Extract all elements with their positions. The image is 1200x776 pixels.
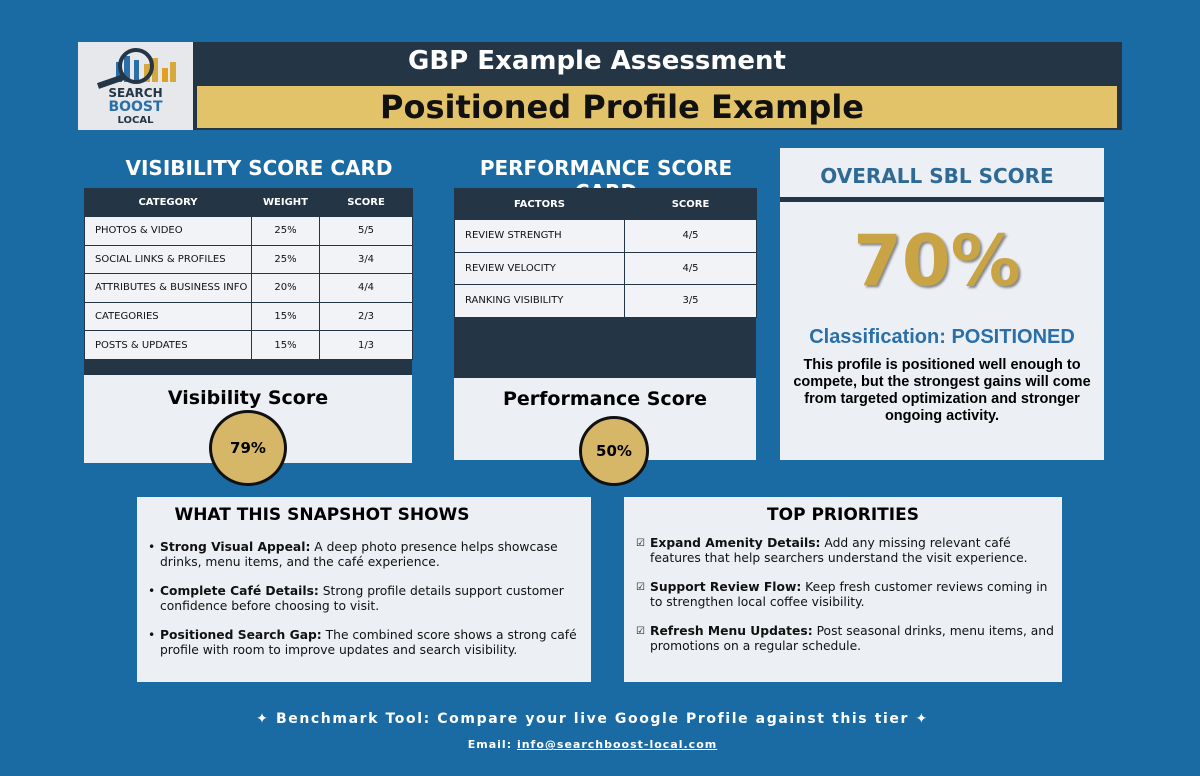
- cell: 20%: [251, 273, 320, 303]
- cell: RANKING VISIBILITY: [454, 284, 625, 318]
- item-lead: Strong Visual Appeal:: [160, 540, 311, 554]
- item-text: Post seasonal drinks, menu items, and pr…: [650, 624, 1054, 653]
- row: REVIEW VELOCITY 4/5: [454, 251, 757, 286]
- item-lead: Expand Amenity Details:: [650, 536, 821, 550]
- priorities-list: ☑ Expand Amenity Details: Add any missing…: [636, 536, 1056, 668]
- logo: SEARCH BOOST LOCAL: [78, 42, 193, 130]
- item-lead: Support Review Flow:: [650, 580, 802, 594]
- cell: CATEGORIES: [84, 301, 252, 332]
- cell: ATTRIBUTES & BUSINESS INFO: [84, 273, 252, 303]
- cell: PHOTOS & VIDEO: [84, 216, 252, 246]
- cell: 3/4: [319, 244, 413, 275]
- snapshot-box: WHAT THIS SNAPSHOT SHOWS • Strong Visual …: [137, 497, 591, 682]
- cell: 15%: [251, 330, 320, 360]
- item-text: The combined score shows a strong café p…: [160, 628, 577, 657]
- priorities-box: TOP PRIORITIES ☑ Expand Amenity Details: …: [624, 497, 1062, 682]
- score-circle: 79%: [209, 410, 287, 486]
- column-header: WEIGHT: [251, 188, 320, 217]
- header-title: GBP Example Assessment: [408, 46, 786, 76]
- checkbox-icon: ☑: [636, 538, 645, 549]
- row: ATTRIBUTES & BUSINESS INFO 20% 4/4: [84, 273, 413, 303]
- list-item: ☑ Expand Amenity Details: Add any missing…: [636, 536, 1056, 566]
- row: CATEGORIES 15% 2/3: [84, 301, 413, 332]
- column-header: FACTORS: [454, 188, 625, 220]
- email-link[interactable]: info@searchboost-local.com: [516, 738, 718, 751]
- bullet: •: [148, 584, 156, 598]
- list-item: • Strong Visual Appeal: A deep photo pres…: [148, 540, 580, 570]
- bullet: •: [148, 540, 156, 554]
- list-item: • Positioned Search Gap: The combined sco…: [148, 628, 580, 658]
- cell: REVIEW STRENGTH: [454, 219, 625, 253]
- cell: 4/5: [624, 219, 757, 253]
- cell: 5/5: [319, 216, 413, 246]
- subtitle-bar: Positioned Profile Example: [197, 86, 1117, 128]
- cell: 2/3: [319, 301, 413, 332]
- cell: 4/4: [319, 273, 413, 303]
- overall-score: 70%: [853, 220, 1021, 302]
- classification: Classification: POSITIONED: [809, 326, 1075, 348]
- cell: 25%: [251, 216, 320, 246]
- email-line: Email: info@searchboost-local.com: [0, 738, 1185, 751]
- cell: 25%: [251, 244, 320, 275]
- header-row: FACTORS SCORE: [454, 188, 757, 220]
- visibility-table: CATEGORY WEIGHT SCORE PHOTOS & VIDEO 25% 5/5 S…: [84, 188, 413, 360]
- list-item: ☑ Refresh Menu Updates: Post seasonal dri…: [636, 624, 1056, 654]
- overall-heading: OVERALL SBL SCORE: [820, 164, 1054, 188]
- row: PHOTOS & VIDEO 25% 5/5: [84, 216, 413, 246]
- cell: POSTS & UPDATES: [84, 330, 252, 360]
- item-text: Add any missing relevant café features t…: [650, 536, 1028, 565]
- row: SOCIAL LINKS & PROFILES 25% 3/4: [84, 244, 413, 275]
- column-header: SCORE: [319, 188, 413, 217]
- cell: 3/5: [624, 284, 757, 318]
- logo-icon: [97, 48, 176, 89]
- cell: 1/3: [319, 330, 413, 360]
- item-text: Keep fresh customer reviews coming in to…: [650, 580, 1048, 609]
- item-lead: Complete Café Details:: [160, 584, 319, 598]
- score-label: Visibility Score: [167, 387, 329, 409]
- list-item: • Complete Café Details: Strong profile d…: [148, 584, 580, 614]
- column-header: CATEGORY: [84, 188, 252, 217]
- row: REVIEW STRENGTH 4/5: [454, 219, 757, 253]
- header-row: CATEGORY WEIGHT SCORE: [84, 188, 413, 217]
- box-heading: WHAT THIS SNAPSHOT SHOWS: [174, 505, 470, 525]
- snapshot-list: • Strong Visual Appeal: A deep photo pres…: [148, 540, 580, 672]
- score-circle: 50%: [579, 416, 649, 486]
- item-lead: Positioned Search Gap:: [160, 628, 322, 642]
- score-label: Performance Score: [502, 388, 708, 410]
- cell: SOCIAL LINKS & PROFILES: [84, 244, 252, 275]
- logo-text: BOOST: [108, 99, 163, 115]
- logo-text: SEARCH: [108, 86, 163, 100]
- box-heading: TOP PRIORITIES: [767, 505, 919, 525]
- email-label: Email:: [467, 738, 513, 751]
- item-text: Strong profile details support customer …: [160, 584, 564, 613]
- checkbox-icon: ☑: [636, 582, 645, 593]
- logo-text: LOCAL: [117, 115, 154, 126]
- divider: [780, 197, 1104, 202]
- list-item: ☑ Support Review Flow: Keep fresh custome…: [636, 580, 1056, 610]
- header-subtitle: Positioned Profile Example: [380, 88, 864, 126]
- performance-table: FACTORS SCORE REVIEW STRENGTH 4/5 REVIEW VEL…: [454, 188, 757, 318]
- cell: 15%: [251, 301, 320, 332]
- section-heading: VISIBILITY SCORE CARD: [125, 156, 393, 180]
- row: POSTS & UPDATES 15% 1/3: [84, 330, 413, 360]
- item-text: A deep photo presence helps showcase dri…: [160, 540, 558, 569]
- description: This profile is positioned well enough t…: [793, 357, 1091, 424]
- cell: 4/5: [624, 251, 757, 286]
- row: RANKING VISIBILITY 3/5: [454, 284, 757, 318]
- item-lead: Refresh Menu Updates:: [650, 624, 813, 638]
- cell: REVIEW VELOCITY: [454, 251, 625, 286]
- bullet: •: [148, 628, 156, 642]
- benchmark: ✦ Benchmark Tool: Compare your live Goog…: [256, 711, 929, 727]
- checkbox-icon: ☑: [636, 626, 645, 637]
- column-header: SCORE: [624, 188, 757, 220]
